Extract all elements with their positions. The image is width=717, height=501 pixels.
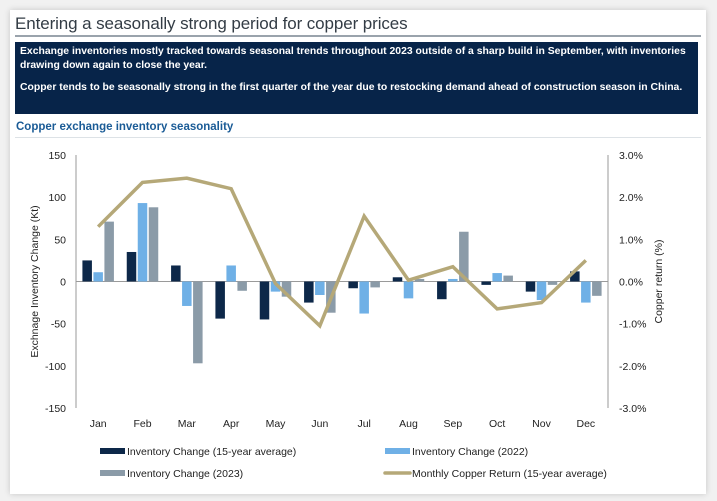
x-tick-label: Sep <box>443 418 462 430</box>
y-tick-label: -150 <box>45 403 66 415</box>
x-tick-label: Dec <box>576 418 595 430</box>
x-tick-label: Apr <box>223 418 240 430</box>
bar-y2022-nov <box>536 281 547 301</box>
bar-y2023-dec <box>592 281 602 296</box>
legend-label: Inventory Change (15-year average) <box>127 446 296 458</box>
bar-y2022-jan <box>93 272 103 282</box>
y2-tick-label: -1.0% <box>619 319 646 331</box>
legend-label: Inventory Change (2022) <box>412 446 528 458</box>
bar-y2023-jul <box>370 281 380 288</box>
bar-y2022-may <box>270 281 281 292</box>
chart-card: Entering a seasonally strong period for … <box>10 10 706 494</box>
y2-tick-label: 1.0% <box>619 234 643 246</box>
bar-avg15-oct <box>481 281 491 285</box>
x-tick-label: Jun <box>311 418 328 430</box>
y-tick-label: 150 <box>48 150 66 162</box>
legend-item: Inventory Change (2023) <box>100 468 243 480</box>
legend-item: Monthly Copper Return (15-year average) <box>383 468 607 480</box>
bar-y2023-nov <box>547 281 558 285</box>
page-title: Entering a seasonally strong period for … <box>15 14 408 33</box>
bar-y2023-feb <box>148 207 159 282</box>
bar-avg15-feb <box>126 251 137 282</box>
x-tick-label: Oct <box>489 418 505 430</box>
legend-label: Monthly Copper Return (15-year average) <box>412 468 607 480</box>
summary-paragraph-2: Copper tends to be seasonally strong in … <box>20 82 683 93</box>
bar-y2022-feb <box>137 203 148 282</box>
y-tick-label: 100 <box>48 192 66 204</box>
title-divider <box>15 35 701 37</box>
bar-avg15-jan <box>82 260 92 282</box>
y2-tick-label: -3.0% <box>619 403 646 415</box>
bar-avg15-jun <box>304 281 314 303</box>
bar-y2023-apr <box>237 281 247 291</box>
bar-y2023-oct <box>503 275 513 282</box>
y-tick-label: 50 <box>54 234 66 246</box>
bar-y2023-jan <box>104 221 114 282</box>
bar-y2023-aug <box>414 278 425 282</box>
y2-tick-label: 3.0% <box>619 150 643 162</box>
summary-box: Exchange inventories mostly tracked towa… <box>15 42 698 114</box>
bar-avg15-may <box>259 281 270 320</box>
x-tick-label: Mar <box>178 418 197 430</box>
x-tick-label: Jan <box>90 418 107 430</box>
legend-swatch <box>100 470 125 476</box>
bar-y2023-sep <box>459 231 469 282</box>
x-tick-label: Feb <box>133 418 151 430</box>
bar-y2022-aug <box>403 281 414 299</box>
summary-paragraph-1: Exchange inventories mostly tracked towa… <box>20 46 686 71</box>
y2-tick-label: 0.0% <box>619 277 643 289</box>
bar-y2022-dec <box>581 281 591 303</box>
chart-title: Copper exchange inventory seasonality <box>16 121 234 133</box>
y-axis-title: Exchnage Inventory Change (Kt) <box>29 205 41 357</box>
bar-y2022-sep <box>448 278 458 282</box>
legend-item: Inventory Change (15-year average) <box>100 446 296 458</box>
bar-y2023-mar <box>193 281 203 364</box>
bar-y2023-may <box>281 281 292 297</box>
x-tick-label: Nov <box>532 418 551 430</box>
y-tick-label: 0 <box>60 277 66 289</box>
y-tick-label: -50 <box>51 319 66 331</box>
bars <box>82 203 602 364</box>
subtitle-divider <box>15 137 701 138</box>
bar-y2022-jul <box>359 281 369 314</box>
y2-tick-label: -2.0% <box>619 361 646 373</box>
bar-avg15-aug <box>392 277 403 282</box>
copper-return-line-group <box>96 176 588 329</box>
y2-tick-label: 2.0% <box>619 192 643 204</box>
bar-avg15-jul <box>348 281 358 289</box>
legend-swatch <box>385 448 410 454</box>
copper-return-line <box>96 176 588 329</box>
bar-y2022-jun <box>315 281 325 295</box>
bar-avg15-sep <box>437 281 447 300</box>
y2-axis-title: Copper return (%) <box>653 239 665 323</box>
bar-avg15-nov <box>525 281 536 292</box>
legend-item: Inventory Change (2022) <box>385 446 528 458</box>
legend-label: Inventory Change (2023) <box>127 468 243 480</box>
x-tick-label: Jul <box>357 418 370 430</box>
axes: 150 100 50 0 -50 -100 -150 3.0% 2.0% 1.0% 0.0% -1.0… <box>29 150 665 430</box>
bar-avg15-apr <box>215 281 225 319</box>
y-tick-label: -100 <box>45 361 66 373</box>
x-tick-label: Aug <box>399 418 418 430</box>
bar-y2022-apr <box>226 265 236 282</box>
bar-avg15-mar <box>171 265 181 282</box>
bar-y2022-mar <box>182 281 192 306</box>
bar-y2022-oct <box>492 273 502 282</box>
bar-avg15-dec <box>570 271 580 282</box>
legend: Inventory Change (15-year average) Invent… <box>100 446 607 480</box>
x-tick-label: May <box>266 418 287 430</box>
legend-swatch <box>100 448 125 454</box>
